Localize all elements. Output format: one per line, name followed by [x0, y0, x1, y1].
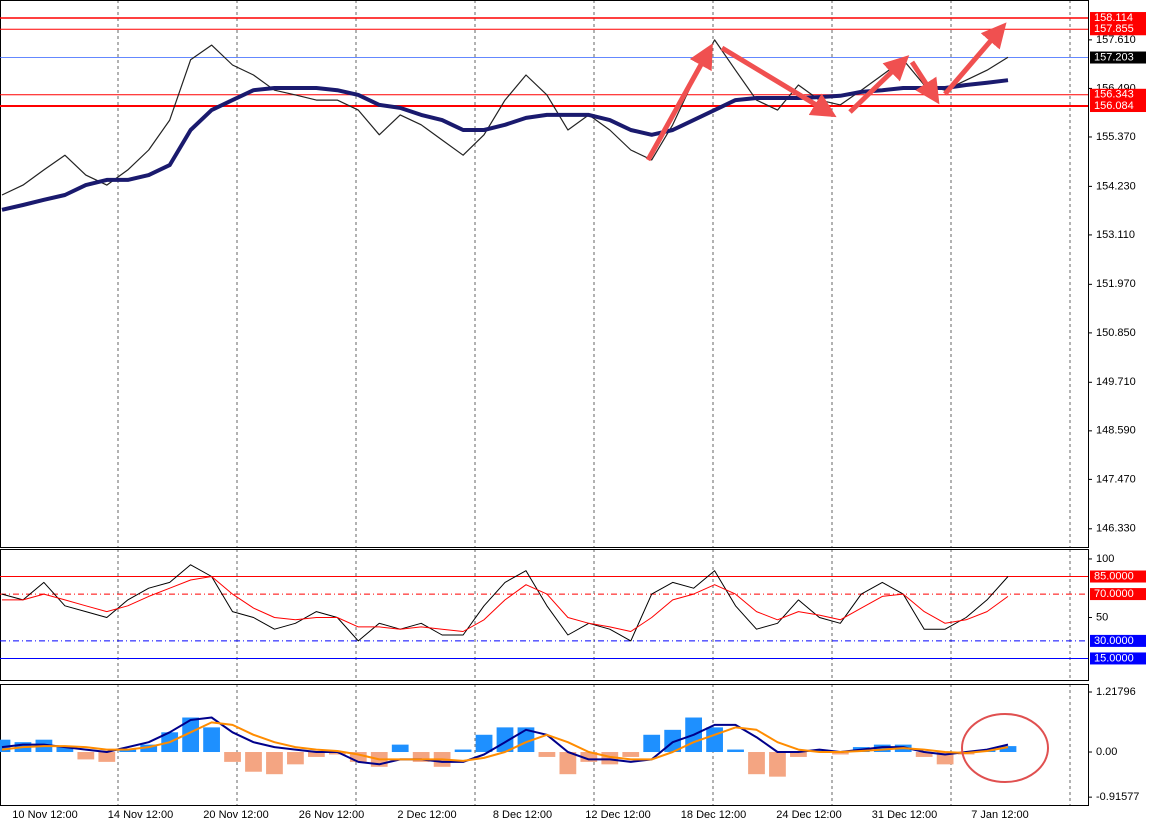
level-box: [1090, 634, 1146, 647]
panel-frame: [0, 0, 1089, 548]
x-tick-label: 10 Nov 12:00: [12, 809, 77, 821]
y-tick-label: 155.370: [1096, 131, 1136, 143]
histogram-bar: [287, 752, 304, 765]
arrow: [848, 55, 910, 114]
histogram-bar: [245, 752, 262, 772]
highlight-circle: [961, 713, 1049, 783]
histogram-bar: [936, 752, 954, 765]
y-tick-label: 157.610: [1096, 34, 1136, 46]
level-box: [1090, 12, 1146, 25]
histogram-bar: [748, 752, 765, 775]
x-tick-label: 31 Dec 12:00: [872, 809, 937, 821]
level-box: [1090, 588, 1146, 601]
y-tick-label: -0.91577: [1096, 791, 1139, 803]
series-line: [1, 564, 1009, 642]
arrow: [943, 22, 1007, 96]
y-tick-label: 150.850: [1096, 327, 1136, 339]
level-label: 157.203: [1094, 51, 1134, 63]
histogram-bar: [98, 752, 116, 762]
level-box: [1090, 570, 1146, 583]
y-tick-label: 100: [1096, 553, 1114, 565]
histogram-bar: [790, 752, 807, 757]
arrow: [645, 43, 713, 162]
arrow: [720, 45, 837, 118]
histogram-bar: [412, 752, 430, 762]
x-tick-label: 26 Nov 12:00: [299, 809, 364, 821]
level-label: 158.114: [1094, 12, 1133, 24]
series-line: [1, 39, 1009, 196]
x-tick-label: 24 Dec 12:00: [776, 809, 841, 821]
histogram-bar: [999, 746, 1017, 753]
series-line: [1, 721, 1009, 762]
x-tick-label: 8 Dec 12:00: [493, 809, 552, 821]
x-tick-label: 14 Nov 12:00: [108, 809, 173, 821]
panel-frame: [0, 549, 1089, 681]
level-box: [1090, 652, 1146, 665]
series-line: [2, 576, 1009, 632]
histogram-bar: [203, 727, 220, 753]
histogram-bar: [622, 752, 640, 757]
histogram-bar: [810, 749, 828, 753]
x-tick-label: 12 Dec 12:00: [585, 809, 650, 821]
arrow: [909, 60, 940, 105]
histogram-bar: [328, 752, 346, 755]
y-tick-label: 149.710: [1096, 376, 1136, 388]
y-tick-label: 50: [1096, 611, 1108, 623]
level-box: [1090, 100, 1146, 113]
histogram-bar: [706, 727, 723, 753]
histogram-bar: [77, 752, 95, 760]
y-tick-label: 153.110: [1096, 229, 1135, 241]
histogram-bar: [580, 752, 598, 762]
level-label: 85.0000: [1094, 570, 1134, 582]
level-box: [1090, 88, 1146, 101]
histogram-bar: [727, 749, 744, 753]
level-label: 30.0000: [1094, 635, 1134, 647]
x-tick-label: 7 Jan 12:00: [971, 809, 1029, 821]
histogram-bar: [307, 752, 325, 757]
histogram-bar: [140, 744, 158, 753]
histogram-bar: [496, 727, 514, 753]
x-tick-label: 18 Dec 12:00: [681, 809, 746, 821]
histogram-bar: [643, 734, 661, 753]
histogram-bar: [266, 752, 283, 775]
histogram-bar: [224, 752, 241, 762]
y-tick-label: 148.590: [1096, 425, 1136, 437]
trend-arrows: [645, 22, 1007, 162]
histogram-bar: [538, 752, 556, 757]
series-line: [1, 78, 1009, 212]
histogram-bar: [517, 727, 535, 753]
histogram-bar: [119, 749, 137, 753]
histogram-bar: [831, 752, 849, 755]
histogram-bar: [391, 744, 409, 753]
y-tick-label: 146.330: [1096, 523, 1136, 535]
histogram-bar: [454, 749, 472, 753]
histogram-bar: [873, 744, 891, 753]
histogram-bar: [915, 752, 933, 757]
histogram-bar: [475, 734, 493, 753]
level-label: 156.084: [1094, 100, 1134, 112]
level-label: 15.0000: [1094, 652, 1134, 664]
level-label: 70.0000: [1094, 588, 1134, 600]
histogram-bar: [182, 717, 200, 753]
y-tick-label: 154.230: [1096, 180, 1136, 192]
y-tick-label: 0.00: [1096, 746, 1117, 758]
y-tick-label: 151.970: [1096, 278, 1136, 290]
level-label: 157.855: [1094, 23, 1134, 35]
histogram-bar: [56, 747, 74, 753]
level-label: 156.343: [1094, 89, 1134, 101]
x-tick-label: 2 Dec 12:00: [397, 809, 456, 821]
histogram-bar: [349, 752, 367, 762]
level-box: [1090, 51, 1146, 64]
x-tick-label: 20 Nov 12:00: [203, 809, 268, 821]
histogram-bar: [769, 752, 786, 777]
histogram-bar: [559, 752, 577, 775]
y-tick-label: 1.21796: [1096, 686, 1136, 698]
y-tick-label: 147.470: [1096, 473, 1136, 485]
level-box: [1090, 23, 1146, 36]
